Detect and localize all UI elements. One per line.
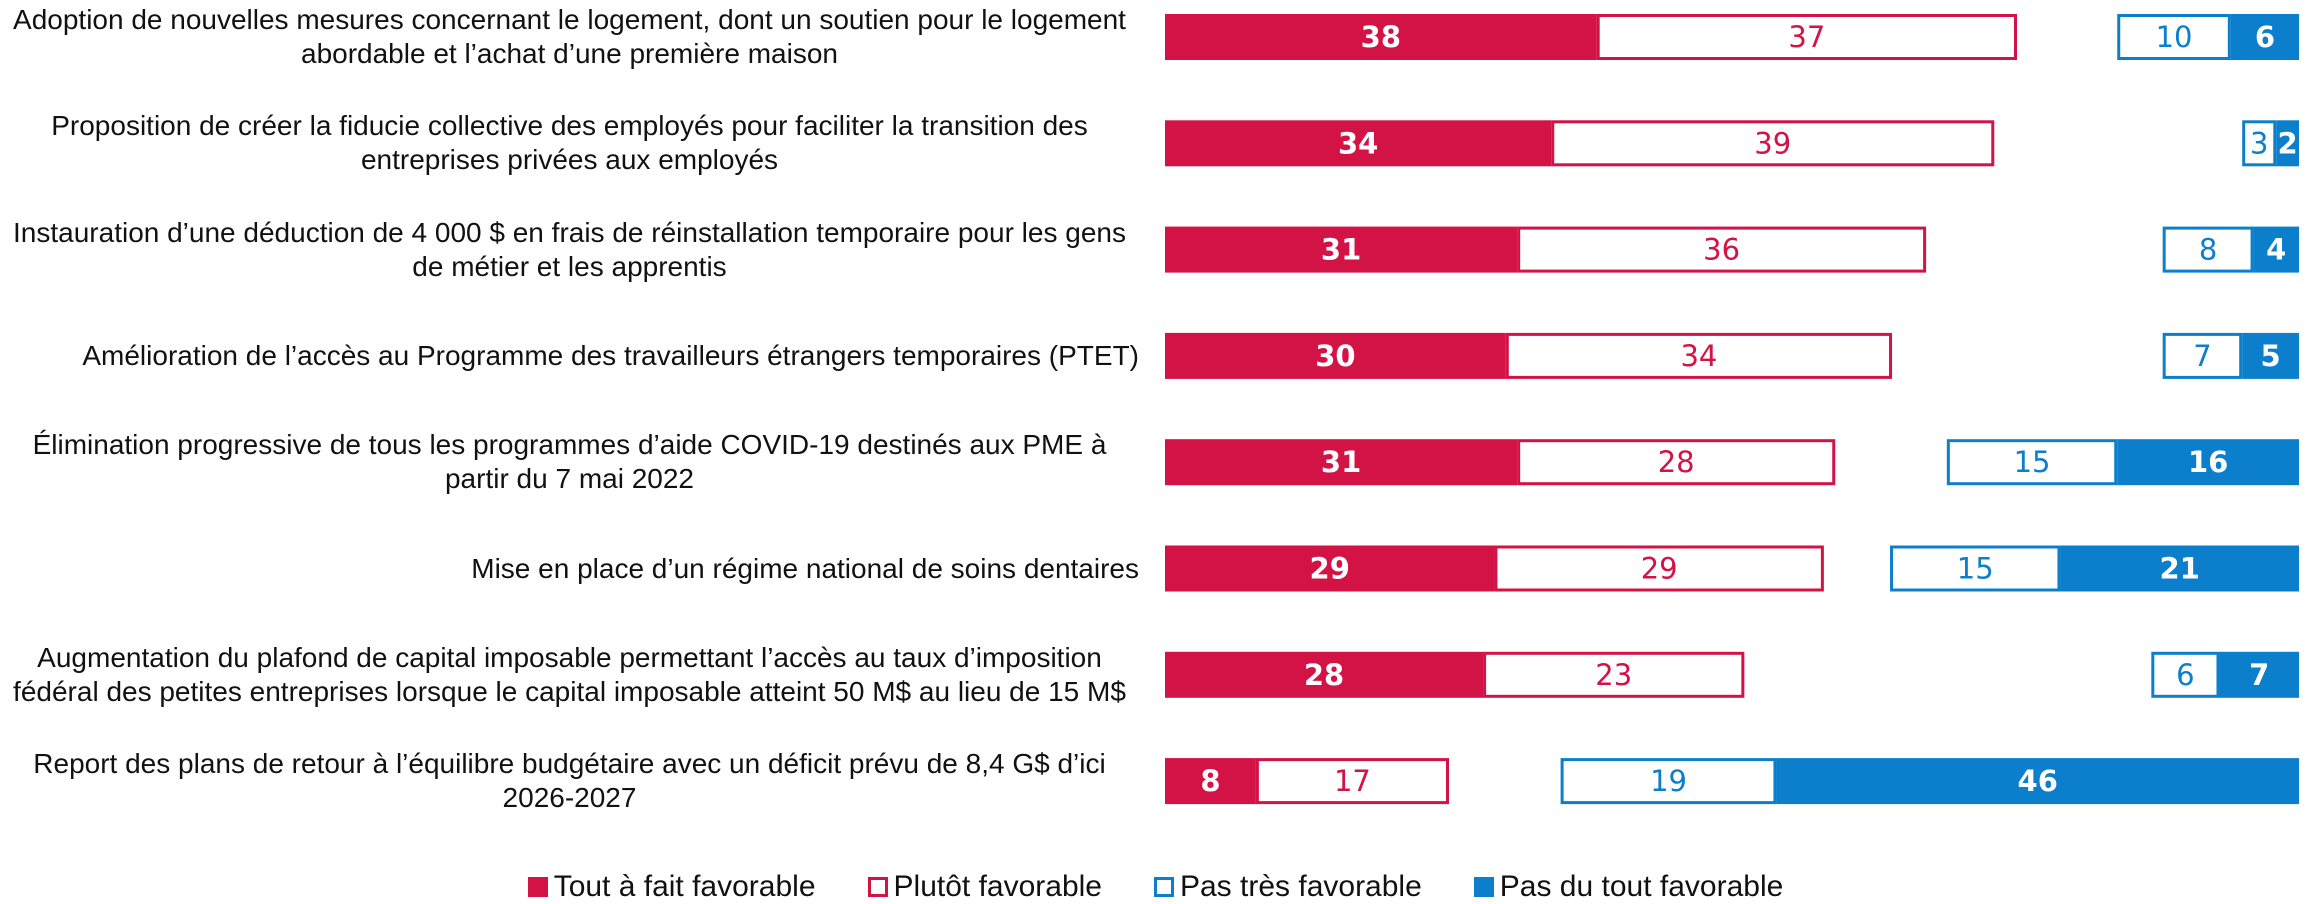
bar-segment [2151, 651, 2220, 698]
value-label: 21 [2160, 552, 2200, 586]
bar-segment [1165, 14, 1597, 60]
value-label: 36 [1703, 233, 1740, 267]
value-label: 2 [2278, 126, 2298, 160]
value-label: 15 [2014, 445, 2051, 479]
value-label: 4 [2266, 233, 2286, 267]
bar-segment [1517, 439, 1836, 486]
value-label: 46 [2018, 764, 2058, 798]
category-label: Augmentation du plafond de capital impos… [13, 641, 1126, 707]
value-label: 10 [2156, 20, 2193, 54]
bar-segment [1494, 545, 1824, 592]
bar-segment [1165, 651, 1484, 698]
category-label: Mise en place d’un régime national de so… [471, 552, 1139, 584]
bar-segment [2060, 545, 2299, 592]
category-label: Report des plans de retour à l’équilibre… [33, 748, 1106, 814]
value-label: 29 [1641, 552, 1678, 586]
bar-segment [1776, 758, 2299, 805]
chart: 38 37 10 6 34 39 3 2 31 36 8 4 30 34 7 5 31 28 15 16 29 29 15 2… [1165, 14, 2299, 805]
value-label: 3 [2250, 126, 2268, 160]
bar-segment [1255, 758, 1449, 805]
bar-segment [1165, 332, 1506, 379]
bar-segment [1165, 758, 1256, 805]
category-label: Élimination progressive de tous les prog… [32, 429, 1107, 495]
legend: Tout à fait favorable Plutôt favorable Pas… [0, 870, 2311, 904]
value-label: 30 [1315, 339, 1355, 373]
bar-segment [2242, 120, 2277, 167]
legend-item: Pas du tout favorable [1473, 870, 1784, 904]
value-label: 34 [1680, 339, 1717, 373]
value-label: 28 [1658, 445, 1695, 479]
value-label: 31 [1321, 445, 1361, 479]
bar-segment [2276, 120, 2299, 167]
legend-label: Pas du tout favorable [1499, 870, 1784, 903]
legend-swatch [1473, 877, 1494, 897]
category-label: Proposition de créer la fiducie collecti… [51, 110, 1088, 176]
value-label: 38 [1361, 20, 1401, 54]
value-label: 19 [1650, 764, 1687, 798]
bar-segment [1551, 120, 1995, 167]
value-label: 16 [2188, 445, 2228, 479]
value-label: 23 [1595, 658, 1632, 692]
bar-segment [2117, 439, 2299, 486]
value-label: 31 [1321, 233, 1361, 267]
value-label: 39 [1754, 126, 1791, 160]
value-label: 5 [2261, 339, 2281, 373]
value-label: 37 [1788, 20, 1825, 54]
value-label: 6 [2255, 20, 2275, 54]
bar-segment [1596, 14, 2018, 60]
value-label: 15 [1957, 552, 1994, 586]
category-label: Adoption de nouvelles mesures concernant… [13, 4, 1126, 69]
bar-segment [2253, 226, 2299, 273]
bar-segment [2230, 14, 2299, 60]
category-label: Amélioration de l’accès au Programme des… [82, 339, 1139, 371]
bar-segment [2162, 226, 2254, 273]
bar-segment [1165, 439, 1518, 486]
bar-segment [1165, 120, 1552, 167]
value-label: 8 [1200, 764, 1220, 798]
legend-label: Pas très favorable [1179, 870, 1422, 903]
category-label: Instauration d’une déduction de 4 000 $ … [13, 216, 1126, 282]
legend-swatch [527, 877, 548, 897]
legend-item: Pas très favorable [1153, 870, 1422, 904]
value-label: 6 [2176, 658, 2194, 692]
legend-swatch [867, 877, 888, 897]
bar-segment [1165, 226, 1518, 273]
bar-segment [2242, 332, 2299, 379]
bar-segment [1483, 651, 1745, 698]
legend-label: Tout à fait favorable [553, 870, 816, 903]
bar-segment [1517, 226, 1927, 273]
value-label: 8 [2199, 233, 2217, 267]
bar-segment [1165, 545, 1495, 592]
legend-label: Plutôt favorable [893, 870, 1102, 903]
value-label: 7 [2193, 339, 2211, 373]
bar-segment [1890, 545, 2061, 592]
legend-swatch [1153, 877, 1174, 897]
bar-segment [2162, 332, 2243, 379]
legend-item: Tout à fait favorable [527, 870, 816, 904]
bar-segment [1560, 758, 1777, 805]
bar-segment [1946, 439, 2118, 486]
legend-item: Plutôt favorable [867, 870, 1102, 904]
value-label: 28 [1304, 658, 1344, 692]
bar-segment [1505, 332, 1893, 379]
value-label: 17 [1334, 764, 1371, 798]
bar-segment [2117, 14, 2231, 60]
value-label: 29 [1310, 552, 1350, 586]
value-label: 34 [1338, 126, 1378, 160]
bar-segment [2219, 651, 2299, 698]
value-label: 7 [2249, 658, 2269, 692]
